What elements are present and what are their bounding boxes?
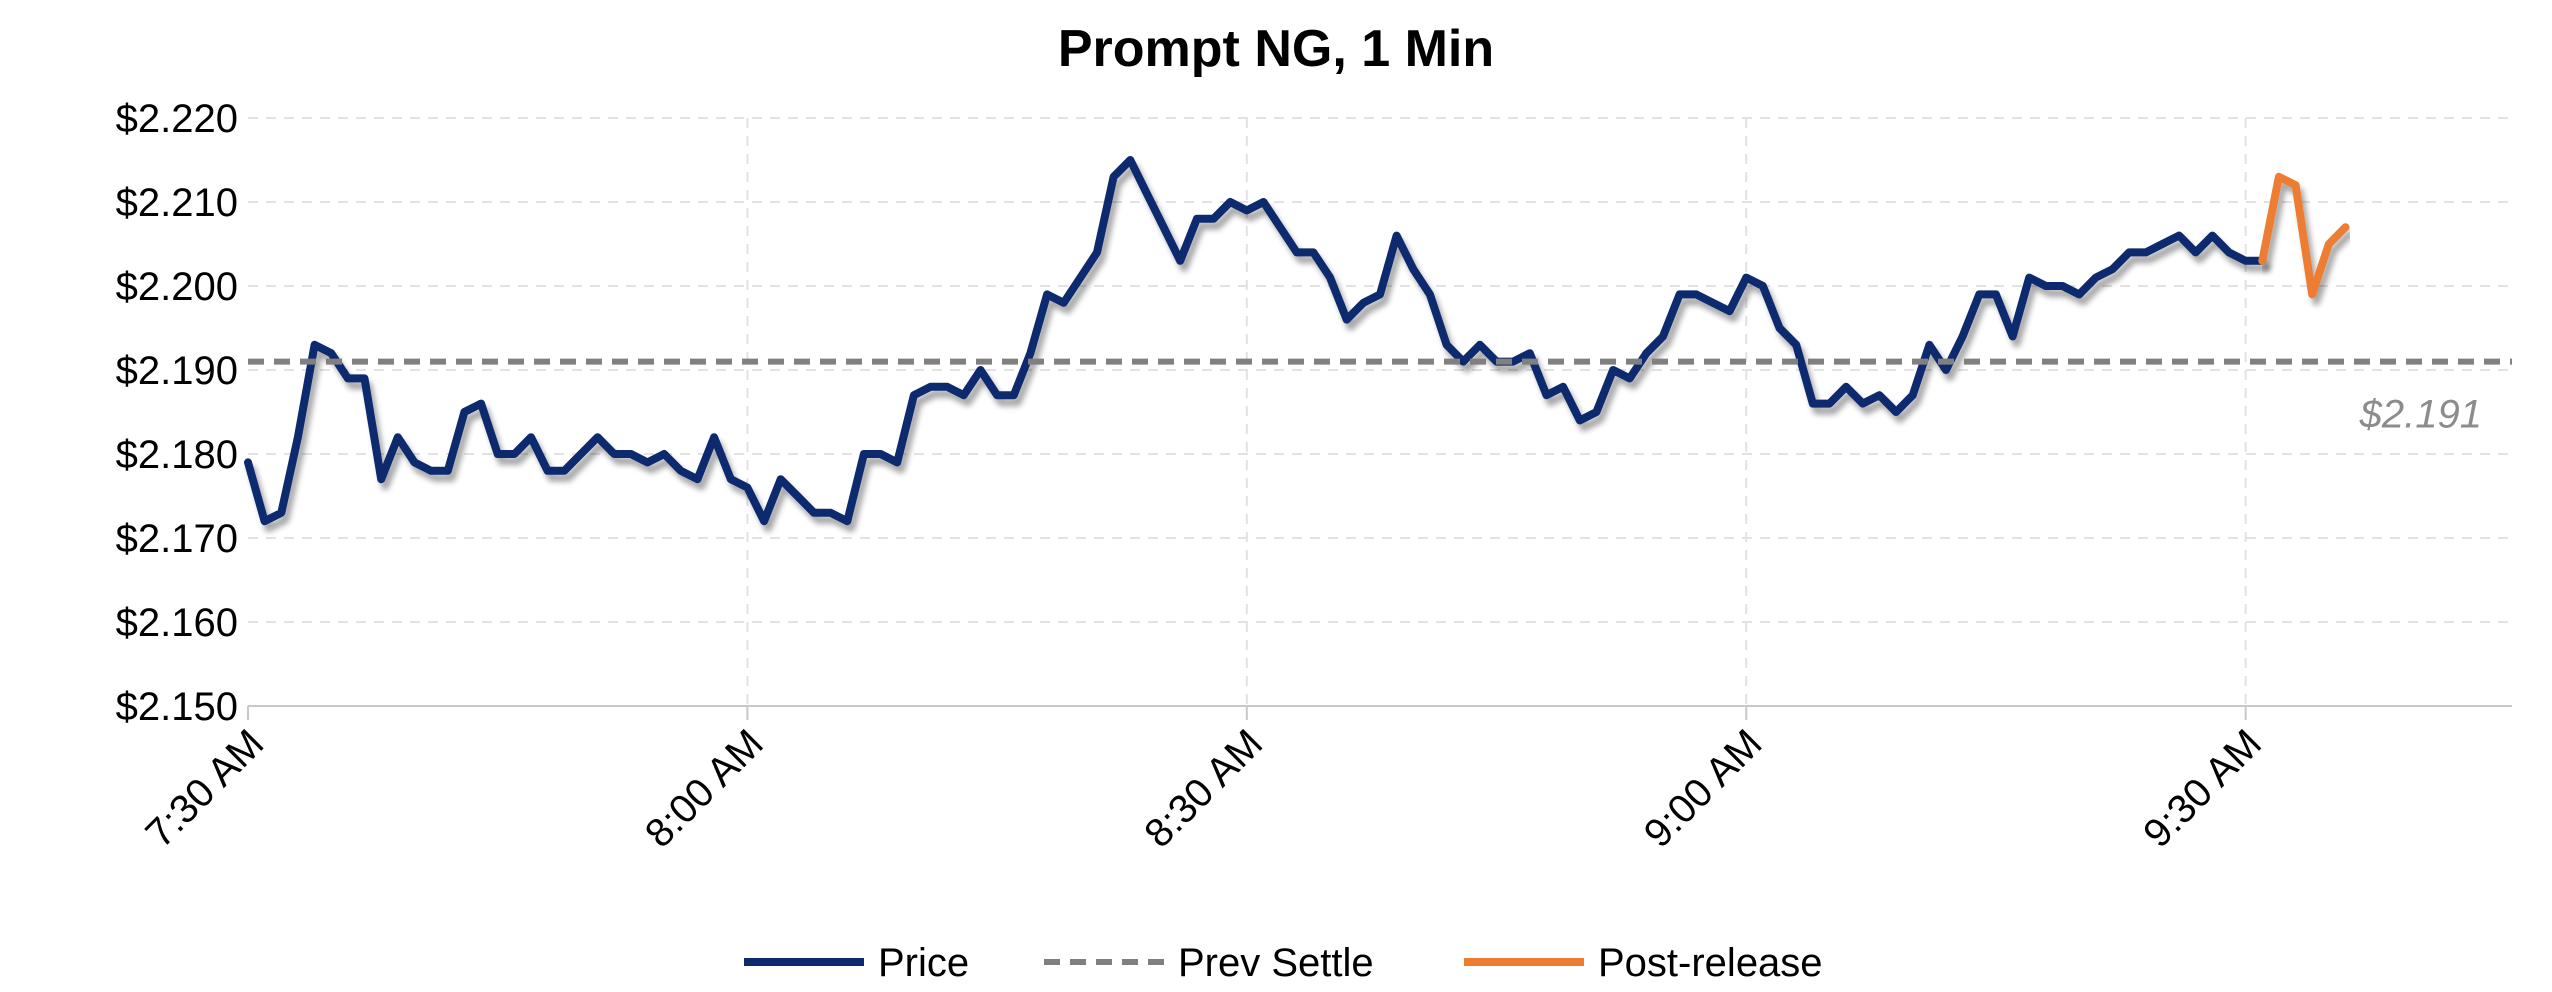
axes — [247, 705, 2512, 720]
y-tick-label: $2.210 — [116, 181, 238, 225]
x-tick-label: 8:30 AM — [1136, 721, 1271, 856]
y-tick-label: $2.220 — [116, 97, 238, 141]
gridlines — [248, 117, 2512, 706]
series-lines — [244, 156, 2512, 526]
y-tick-label: $2.170 — [116, 517, 238, 561]
x-tick-label: 9:30 AM — [2135, 721, 2270, 856]
legend-item-price: Price — [744, 941, 969, 985]
legend: Price Prev Settle Post-release — [744, 941, 1823, 985]
series-price-line — [244, 156, 2267, 526]
y-tick-label: $2.160 — [116, 601, 238, 645]
y-tick-label: $2.180 — [116, 433, 238, 477]
y-tick-label: $2.200 — [116, 265, 238, 309]
x-tick-label: 8:00 AM — [637, 721, 772, 856]
prev-settle-annotation: $2.191 — [2359, 393, 2482, 437]
annotations: $2.191 — [2359, 393, 2482, 437]
x-axis-ticks: 7:30 AM 8:00 AM 8:30 AM 9:00 AM 9:30 AM — [137, 721, 2270, 856]
x-tick-label: 7:30 AM — [137, 721, 272, 856]
legend-label-prev-settle: Prev Settle — [1178, 941, 1374, 985]
x-tick-label: 9:00 AM — [1636, 721, 1771, 856]
y-tick-label: $2.150 — [116, 685, 238, 729]
series-post-release-line — [2258, 172, 2350, 299]
y-axis-ticks: $2.220 $2.210 $2.200 $2.190 $2.180 $2.170 $2.1… — [116, 97, 238, 729]
legend-label-post-release: Post-release — [1598, 941, 1823, 985]
legend-item-post-release: Post-release — [1464, 941, 1823, 985]
legend-label-price: Price — [878, 941, 969, 985]
y-tick-label: $2.190 — [116, 349, 238, 393]
chart-title: Prompt NG, 1 Min — [1058, 20, 1494, 78]
legend-item-prev-settle: Prev Settle — [1044, 941, 1374, 985]
